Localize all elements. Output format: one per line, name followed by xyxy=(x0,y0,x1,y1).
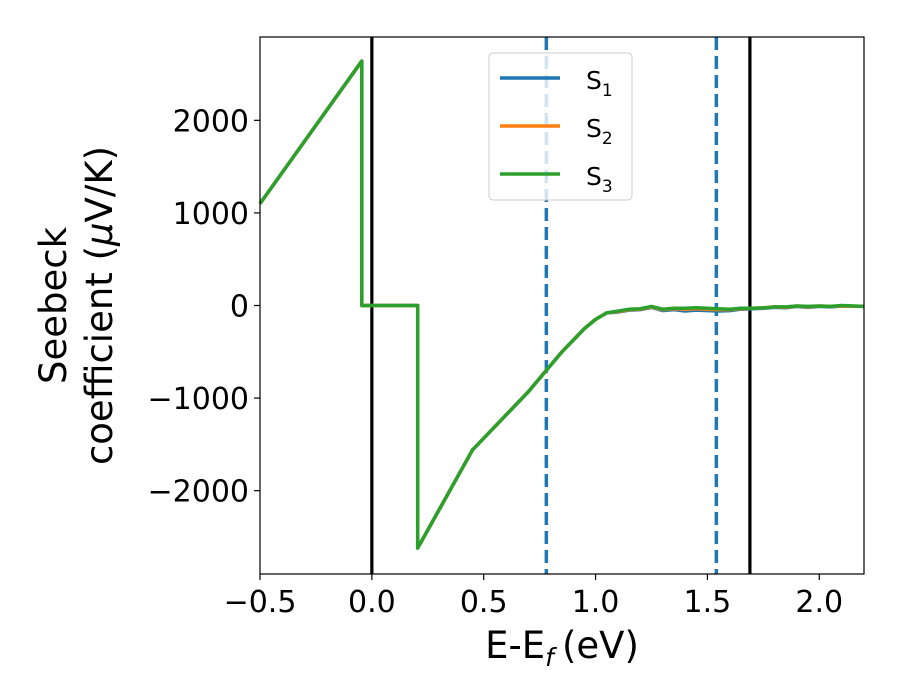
series-lines xyxy=(258,59,865,550)
x-axis-ticks: −0.5 0.0 0.5 1.0 1.5 2.0 xyxy=(224,574,843,620)
y-axis-ticks: 2000 1000 0 −1000 −2000 xyxy=(148,104,260,510)
y-tick-label: −2000 xyxy=(148,475,249,510)
y-tick-label: 2000 xyxy=(173,104,249,139)
y-tick-label: 1000 xyxy=(173,197,249,232)
legend-label: S1 xyxy=(586,66,613,101)
x-tick-label: 1.5 xyxy=(684,585,732,620)
legend-box xyxy=(488,52,633,201)
x-axis-label: E-Ef (eV) xyxy=(485,624,639,672)
series-line-s3 xyxy=(258,59,865,550)
legend-label: S3 xyxy=(586,162,613,197)
x-tick-label: 0.0 xyxy=(348,585,396,620)
x-tick-label: 2.0 xyxy=(795,585,843,620)
y-axis-label: Seebeck coefficient (μV/K) xyxy=(32,146,121,465)
y-tick-label: 0 xyxy=(230,290,249,325)
legend: S1 S2 S3 xyxy=(488,52,633,201)
x-tick-label: 0.5 xyxy=(460,585,508,620)
y-axis-label-line1: Seebeck xyxy=(32,226,75,384)
legend-label: S2 xyxy=(586,114,613,149)
y-tick-label: −1000 xyxy=(148,382,249,417)
x-tick-label: −0.5 xyxy=(224,585,297,620)
x-tick-label: 1.0 xyxy=(572,585,620,620)
y-axis-label-line2: coefficient (μV/K) xyxy=(78,146,121,465)
